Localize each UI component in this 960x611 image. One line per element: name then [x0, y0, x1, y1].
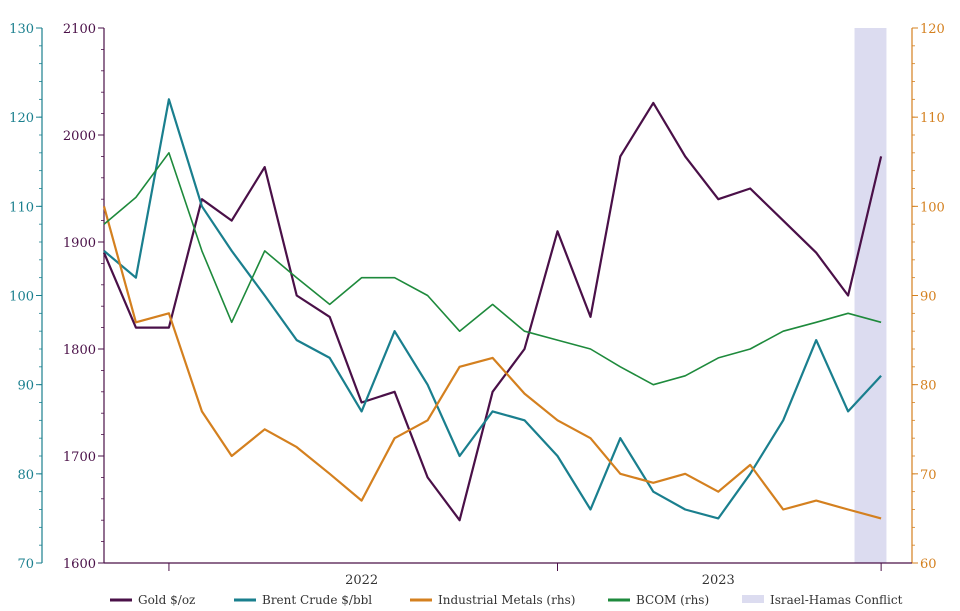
x-axis-tick-label: 2022: [345, 573, 378, 588]
legend-item: BCOM (rhs): [608, 593, 709, 607]
left-inner-axis-tick-label: 1700: [63, 450, 96, 465]
series-line-industrial-metals-rhs: [102, 206, 882, 520]
shaded-region-israel-hamas: [854, 28, 887, 563]
left-outer-axis-tick-label: 100: [9, 290, 34, 305]
legend-item: Gold $/oz: [110, 593, 195, 607]
legend-label: Industrial Metals (rhs): [438, 593, 575, 607]
right-axis-tick-label: 90: [920, 290, 937, 305]
legend-label: Brent Crude $/bbl: [262, 593, 372, 607]
left-outer-axis-tick-label: 120: [9, 111, 34, 126]
left-inner-axis-tick-label: 2100: [63, 22, 96, 37]
left-outer-axis-tick-label: 70: [17, 557, 34, 572]
left-inner-axis-tick-label: 2000: [63, 129, 96, 144]
right-axis-tick-label: 120: [920, 22, 945, 37]
legend-label: BCOM (rhs): [636, 593, 709, 607]
left-outer-axis-tick-label: 80: [17, 468, 34, 483]
series-line-gold-oz: [102, 101, 883, 522]
left-outer-axis-tick-label: 130: [9, 22, 34, 37]
legend-item: Brent Crude $/bbl: [234, 593, 372, 607]
legend-item: Israel-Hamas Conflict: [742, 593, 903, 607]
legend-label: Israel-Hamas Conflict: [770, 593, 903, 607]
series-line-brent-crude-bbl: [103, 98, 882, 520]
left-outer-axis-tick-label: 90: [17, 379, 34, 394]
x-axis-tick-label: 2023: [702, 573, 735, 588]
legend-item: Industrial Metals (rhs): [410, 593, 575, 607]
left-outer-axis-tick-label: 110: [9, 200, 34, 215]
left-inner-axis-tick-label: 1600: [63, 557, 96, 572]
legend-label: Gold $/oz: [138, 593, 195, 607]
right-axis-tick-label: 60: [920, 557, 937, 572]
series-line-bcom-rhs: [103, 152, 882, 386]
left-inner-axis-tick-label: 1900: [63, 236, 96, 251]
right-axis-tick-label: 100: [920, 200, 945, 215]
right-axis-tick-label: 80: [920, 379, 937, 394]
right-axis-tick-label: 110: [920, 111, 945, 126]
legend-swatch: [742, 595, 764, 603]
left-inner-axis-tick-label: 1800: [63, 343, 96, 358]
right-axis-tick-label: 70: [920, 468, 937, 483]
